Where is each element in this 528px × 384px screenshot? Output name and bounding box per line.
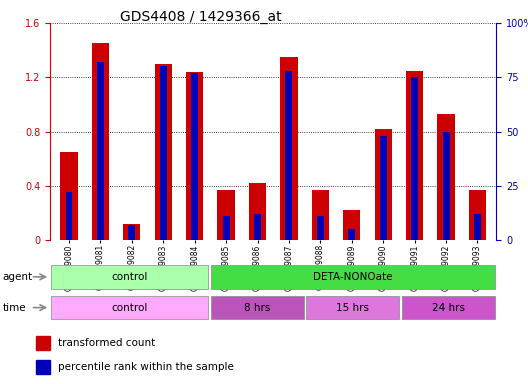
Bar <box>65 192 72 240</box>
Bar <box>374 129 392 240</box>
Bar <box>51 296 208 319</box>
Bar <box>60 152 78 240</box>
Bar <box>155 64 172 240</box>
Bar <box>402 296 495 319</box>
Bar <box>186 72 203 240</box>
Text: percentile rank within the sample: percentile rank within the sample <box>58 362 234 372</box>
Text: DETA-NONOate: DETA-NONOate <box>313 272 393 282</box>
Bar <box>97 62 104 240</box>
Bar <box>286 71 293 240</box>
Bar <box>474 214 481 240</box>
Bar <box>280 57 298 240</box>
Bar <box>249 183 266 240</box>
Text: agent: agent <box>3 272 33 282</box>
Bar <box>317 216 324 240</box>
Bar <box>92 43 109 240</box>
Bar <box>343 210 361 240</box>
Bar <box>348 229 355 240</box>
Bar <box>160 66 167 240</box>
Bar <box>442 131 449 240</box>
Text: transformed count: transformed count <box>58 338 155 348</box>
Bar <box>211 296 304 319</box>
Bar <box>312 190 329 240</box>
Bar <box>218 190 235 240</box>
Text: 8 hrs: 8 hrs <box>244 303 270 313</box>
Text: 24 hrs: 24 hrs <box>432 303 465 313</box>
Bar <box>437 114 455 240</box>
Text: 15 hrs: 15 hrs <box>336 303 370 313</box>
Bar <box>128 225 135 240</box>
Bar <box>306 296 400 319</box>
Bar <box>211 265 495 289</box>
Bar <box>223 216 230 240</box>
Text: GDS4408 / 1429366_at: GDS4408 / 1429366_at <box>120 10 281 23</box>
Bar <box>469 190 486 240</box>
Bar <box>51 265 208 289</box>
Bar <box>36 336 50 350</box>
Text: control: control <box>111 303 148 313</box>
Text: time: time <box>3 303 26 313</box>
Bar <box>380 136 386 240</box>
Bar <box>406 71 423 240</box>
Text: control: control <box>111 272 148 282</box>
Bar <box>123 224 140 240</box>
Bar <box>191 73 198 240</box>
Bar <box>254 214 261 240</box>
Bar <box>411 77 418 240</box>
Bar <box>36 360 50 374</box>
